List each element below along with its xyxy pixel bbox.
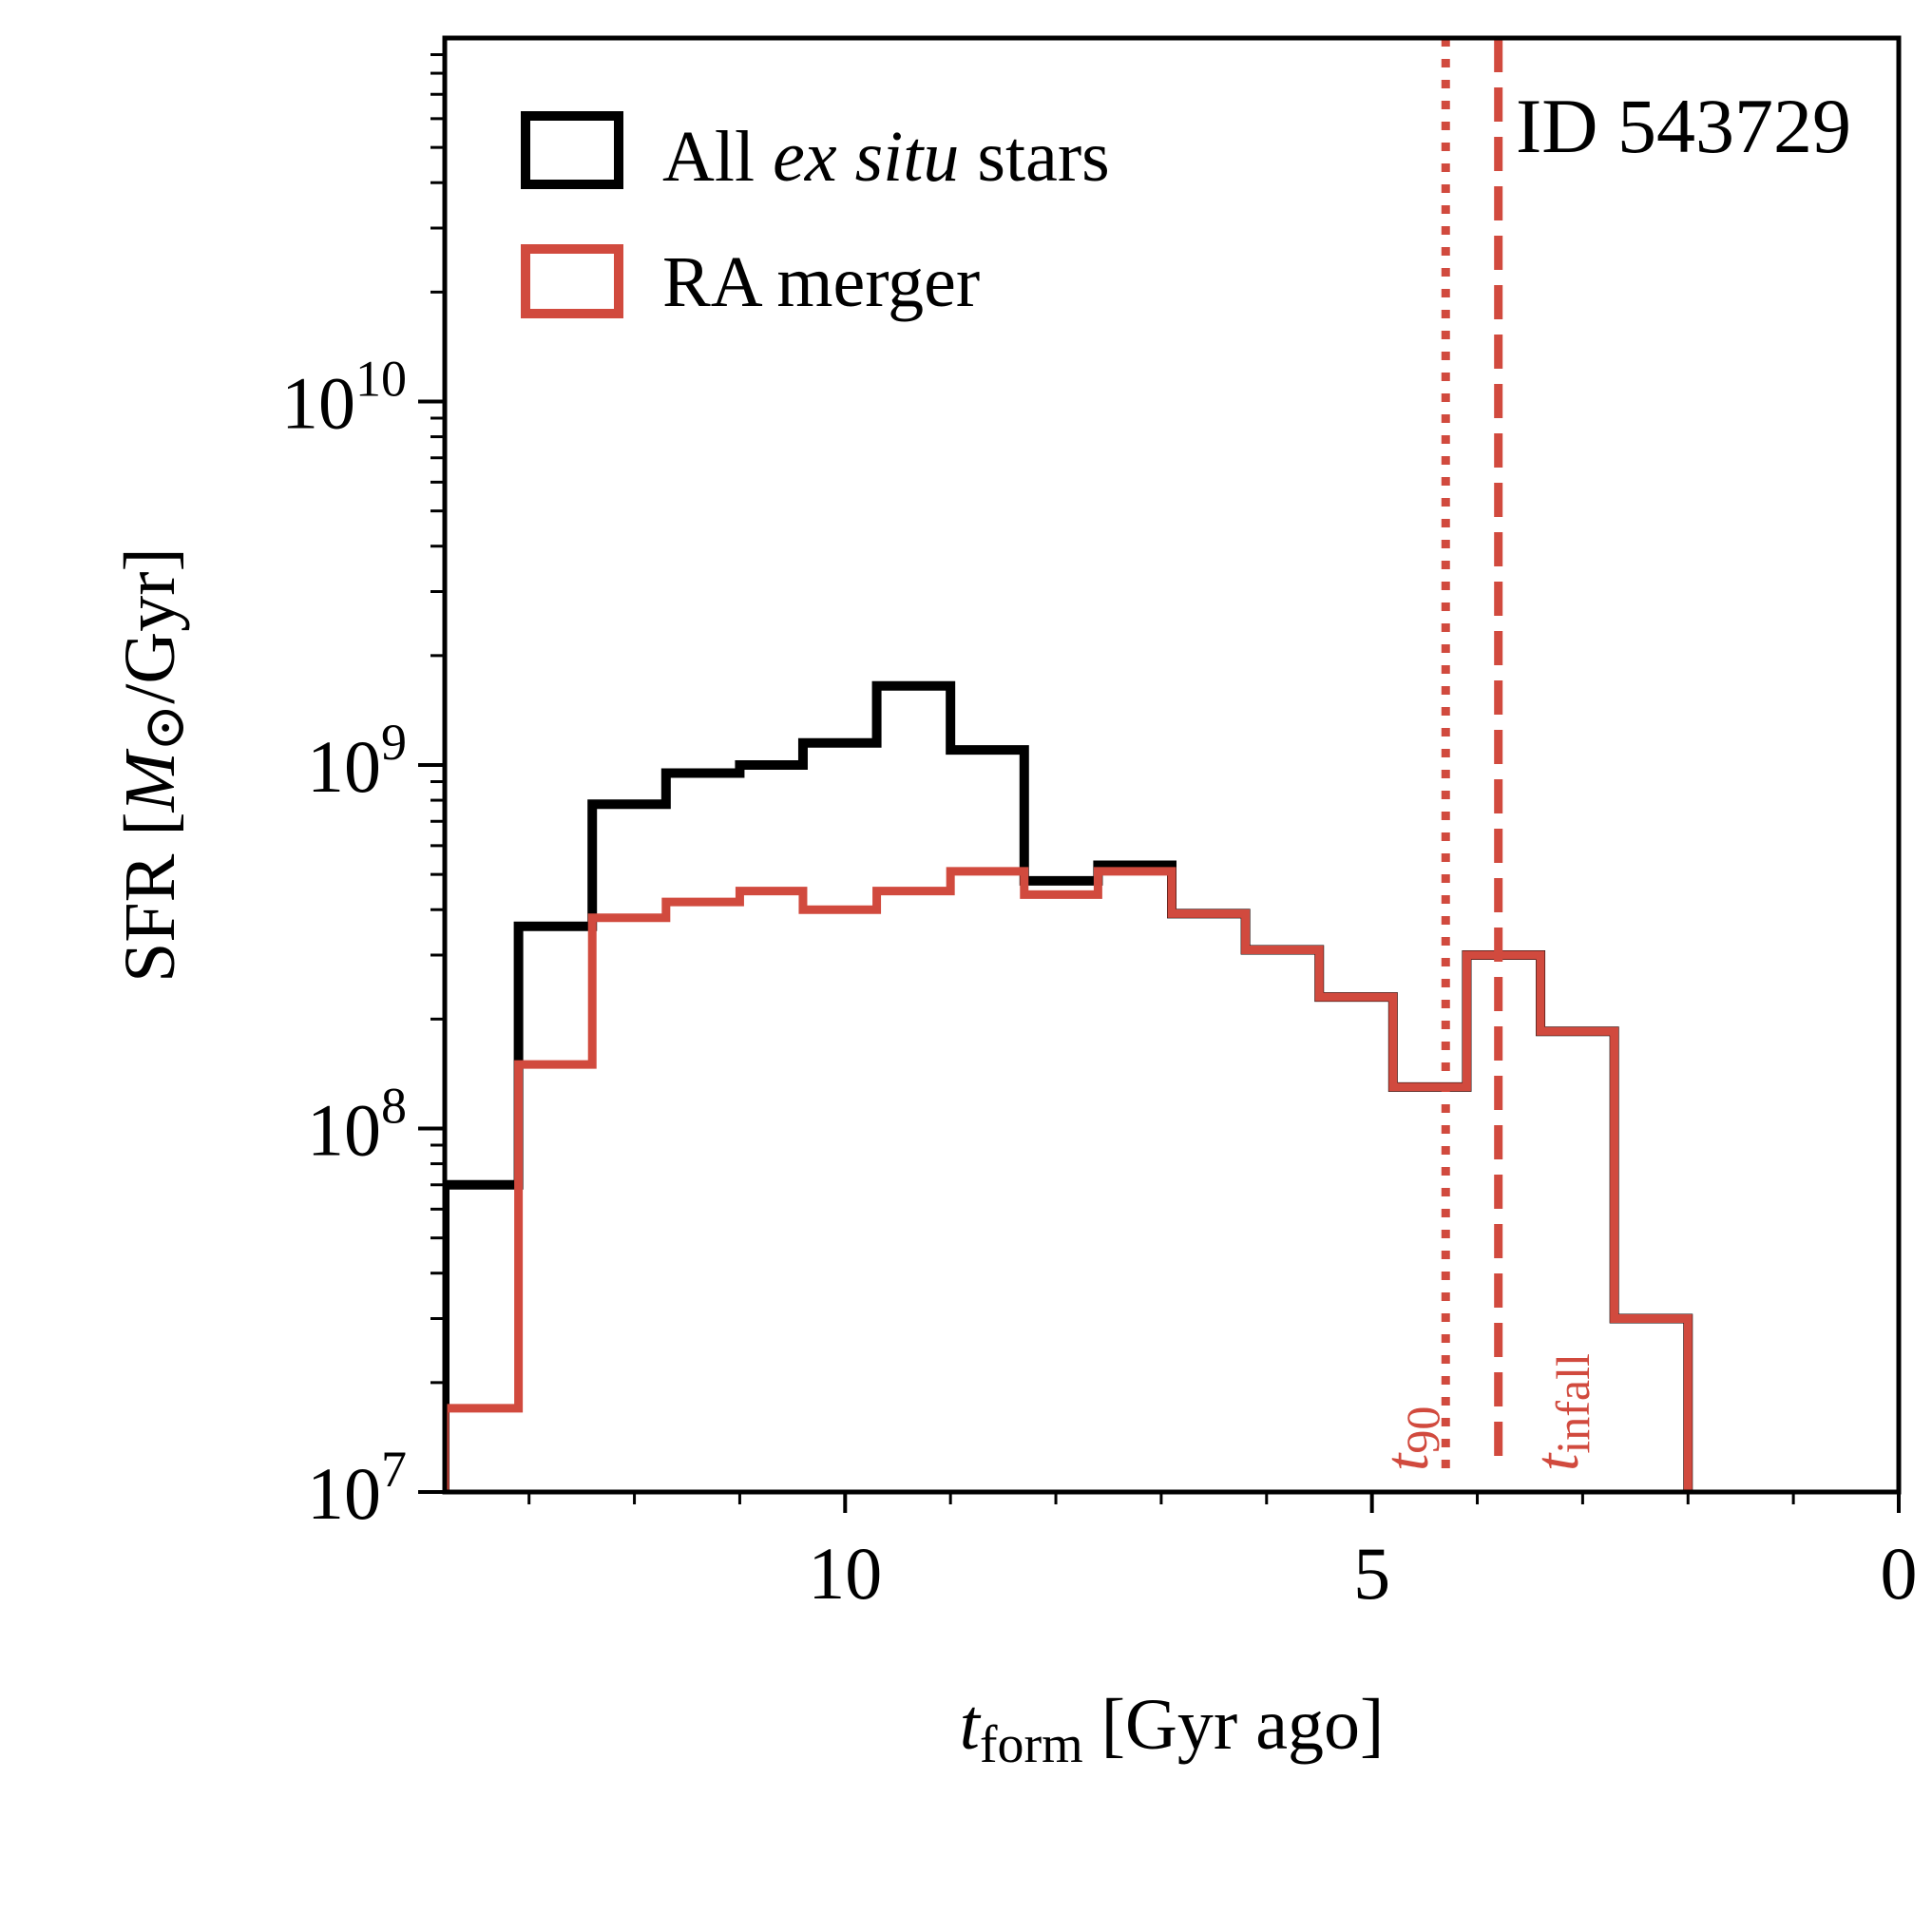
- legend: All ex situ stars RA merger: [521, 111, 1110, 322]
- series-ra-merger: [445, 867, 1693, 1492]
- galaxy-id-annotation: ID 543729: [1516, 83, 1851, 169]
- vline-layer: [1441, 38, 1503, 1471]
- tick-label-layer: 10 5 0 107 108 109 1010: [281, 351, 1918, 1616]
- y-axis-label: SFR [M⊙/Gyr]: [110, 547, 196, 983]
- legend-label-all-ex-situ: All ex situ stars: [662, 117, 1110, 197]
- x-tick-label: 10: [808, 1532, 882, 1615]
- y-tick-label: 1010: [281, 351, 407, 445]
- x-tick-label: 0: [1881, 1532, 1918, 1615]
- x-axis-label: tform [Gyr ago]: [960, 1685, 1385, 1774]
- legend-swatch-ra-merger: [521, 244, 623, 318]
- y-tick-label: 109: [307, 714, 407, 808]
- t90-label: t90: [1372, 1406, 1449, 1471]
- y-tick-label: 107: [307, 1441, 407, 1535]
- legend-label-ra-merger: RA merger: [662, 242, 980, 322]
- y-tick-label: 108: [307, 1078, 407, 1172]
- tinfall-label: tinfall: [1522, 1353, 1599, 1471]
- legend-swatch-all-ex-situ: [521, 111, 623, 189]
- tick-layer: [418, 53, 1901, 1513]
- series-layer: [445, 680, 1693, 1492]
- x-tick-label: 5: [1353, 1532, 1390, 1615]
